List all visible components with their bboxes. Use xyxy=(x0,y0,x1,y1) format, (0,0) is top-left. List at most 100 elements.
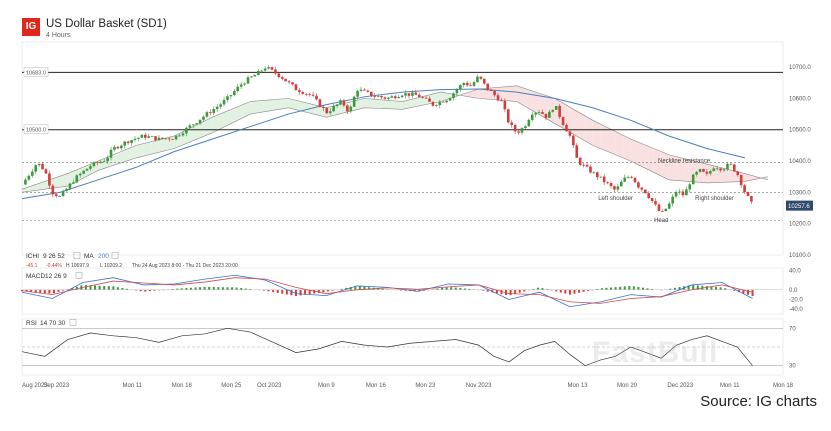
macd-histogram-bar xyxy=(340,288,343,290)
macd-histogram-bar xyxy=(322,289,325,293)
macd-histogram-bar xyxy=(317,289,320,293)
cloud-segment xyxy=(60,173,68,188)
macd-histogram-bar xyxy=(294,289,297,297)
macd-histogram-bar xyxy=(523,289,526,292)
time-tick-label: Dec 2023 xyxy=(667,383,693,389)
macd-histogram-bar xyxy=(308,289,311,295)
candle-body xyxy=(277,73,281,78)
candle-body xyxy=(500,100,503,102)
candle-body xyxy=(613,186,616,190)
cloud-segment xyxy=(531,90,540,115)
macd-histogram-bar xyxy=(326,289,329,292)
macd-histogram-bar xyxy=(290,289,293,296)
candle-body xyxy=(596,172,599,178)
candle-body xyxy=(606,182,609,184)
candle-body xyxy=(411,92,414,96)
candle-body xyxy=(126,141,130,144)
rsi-legend-label: RSI xyxy=(26,320,37,327)
macd-histogram-bar xyxy=(235,287,238,290)
candle-body xyxy=(469,85,472,87)
macd-histogram-bar xyxy=(632,286,635,290)
source-caption: Source: IG charts xyxy=(700,393,817,410)
macd-histogram-bar xyxy=(596,288,599,290)
rsi-panel: RSI 14 70 30 70 30 xyxy=(21,319,796,370)
senkou-a-line xyxy=(21,91,768,190)
candle-body xyxy=(359,89,363,91)
macd-histogram-bar xyxy=(719,287,722,290)
time-tick-label: Mon 23 xyxy=(415,383,436,389)
candle-body xyxy=(657,204,661,211)
cloud-segment xyxy=(295,100,304,112)
candle-body xyxy=(366,90,370,92)
macd-histogram-bar xyxy=(43,289,46,294)
candle-body xyxy=(510,122,514,125)
candle-body xyxy=(647,193,650,198)
time-tick-label: Mon 16 xyxy=(366,383,387,389)
readout-low: L 10209.2 xyxy=(100,263,122,269)
legend-toggle-box xyxy=(111,252,119,259)
rsi-line xyxy=(21,327,753,367)
candle-body xyxy=(685,189,688,196)
candle-body xyxy=(578,157,582,165)
candle-body xyxy=(726,163,729,170)
macd-histogram-bar xyxy=(687,285,690,290)
candle-body xyxy=(743,185,746,193)
candle-body xyxy=(465,83,469,86)
cloud-segment xyxy=(372,99,380,109)
candle-body xyxy=(54,194,58,197)
macd-histogram-bar xyxy=(199,287,202,290)
macd-histogram-bar xyxy=(568,289,571,295)
candle-body xyxy=(650,197,654,202)
macd-histogram-bar xyxy=(84,285,87,290)
macd-histogram-bar xyxy=(564,289,567,294)
candle-body xyxy=(729,163,733,165)
candle-body xyxy=(637,182,640,188)
candle-body xyxy=(188,125,192,128)
candle-body xyxy=(233,91,236,96)
candle-body xyxy=(58,196,61,197)
candle-body xyxy=(486,83,490,90)
price-tick-label: 10700.0 xyxy=(789,65,811,71)
readout-pct: -0.44% xyxy=(46,263,62,269)
time-tick-label: Mon 18 xyxy=(172,383,193,389)
macd-histogram-bar xyxy=(710,286,713,290)
macd-histogram-bar xyxy=(715,286,718,290)
candle-body xyxy=(524,126,527,129)
candle-body xyxy=(209,112,212,114)
macd-histogram-bar xyxy=(600,288,603,290)
macd-histogram-bar xyxy=(377,288,380,290)
candle-body xyxy=(342,100,346,106)
indicator-legends: ICHI 9 26 52 MA 200 -45.1 -0.44% H 10697.9 L 10… xyxy=(26,252,238,269)
time-tick-label: Oct 2023 xyxy=(257,383,282,389)
candle-body xyxy=(120,145,123,149)
macd-histogram-bar xyxy=(404,289,407,291)
candle-body xyxy=(78,173,82,176)
macd-histogram-bar xyxy=(331,289,334,291)
macd-histogram-bar xyxy=(276,289,279,293)
cloud-segment xyxy=(364,98,373,109)
candle-body xyxy=(589,166,592,173)
candle-body xyxy=(229,95,233,97)
candle-body xyxy=(417,94,421,98)
ma200-series xyxy=(21,88,746,200)
candle-body xyxy=(609,183,613,187)
cloud-segment xyxy=(752,175,761,180)
candle-body xyxy=(643,189,647,194)
candle-body xyxy=(349,106,353,112)
candle-body xyxy=(298,90,301,93)
macd-histogram-bar xyxy=(304,289,307,295)
legend-toggle-box xyxy=(75,272,83,279)
macd-histogram-bar xyxy=(459,288,462,290)
macd-histogram-bar xyxy=(203,286,206,290)
macd-histogram-bar xyxy=(705,286,708,290)
candle-body xyxy=(424,97,428,99)
macd-tick-label: -20.0 xyxy=(789,297,803,303)
candle-body xyxy=(671,196,674,204)
candle-body xyxy=(178,135,181,137)
candle-body xyxy=(483,78,486,84)
candle-body xyxy=(678,191,681,193)
price-axis: 10700.0 10600.0 10500.0 10400.0 10300.0 10200… xyxy=(786,65,813,259)
macd-histogram-bar xyxy=(619,286,622,290)
cloud-segment xyxy=(394,100,403,110)
